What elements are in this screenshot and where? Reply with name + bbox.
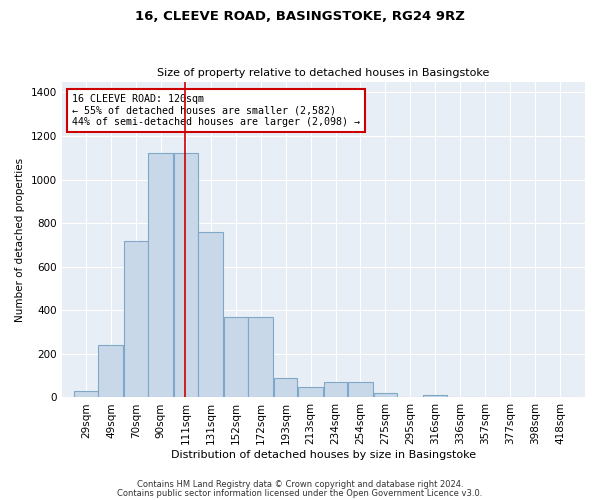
Text: Contains HM Land Registry data © Crown copyright and database right 2024.: Contains HM Land Registry data © Crown c… bbox=[137, 480, 463, 489]
Bar bbox=[374, 393, 397, 398]
Bar bbox=[98, 345, 124, 398]
Bar bbox=[224, 317, 248, 398]
X-axis label: Distribution of detached houses by size in Basingstoke: Distribution of detached houses by size … bbox=[171, 450, 476, 460]
Title: Size of property relative to detached houses in Basingstoke: Size of property relative to detached ho… bbox=[157, 68, 490, 78]
Text: Contains public sector information licensed under the Open Government Licence v3: Contains public sector information licen… bbox=[118, 489, 482, 498]
Text: 16, CLEEVE ROAD, BASINGSTOKE, RG24 9RZ: 16, CLEEVE ROAD, BASINGSTOKE, RG24 9RZ bbox=[135, 10, 465, 23]
Bar bbox=[124, 240, 148, 398]
Text: 16 CLEEVE ROAD: 120sqm
← 55% of detached houses are smaller (2,582)
44% of semi-: 16 CLEEVE ROAD: 120sqm ← 55% of detached… bbox=[72, 94, 360, 128]
Bar bbox=[298, 386, 323, 398]
Bar bbox=[198, 232, 223, 398]
Bar bbox=[174, 154, 197, 398]
Bar bbox=[148, 154, 173, 398]
Bar bbox=[74, 391, 98, 398]
Bar bbox=[323, 382, 347, 398]
Bar bbox=[348, 382, 373, 398]
Y-axis label: Number of detached properties: Number of detached properties bbox=[15, 158, 25, 322]
Bar bbox=[248, 317, 273, 398]
Bar bbox=[424, 396, 447, 398]
Bar bbox=[274, 378, 298, 398]
